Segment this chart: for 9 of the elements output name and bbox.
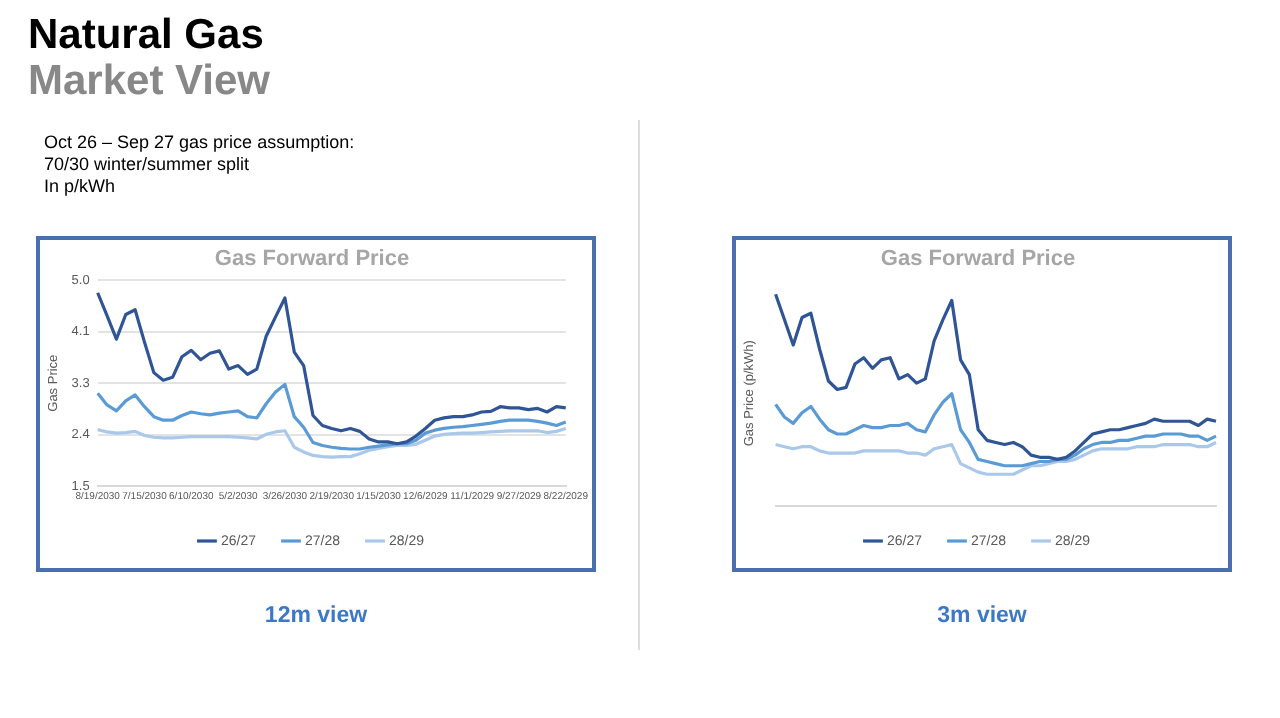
text: In p/kWh xyxy=(44,176,118,198)
text: Oct 26 – Sep 27 gas price assumption: xyxy=(44,132,357,154)
text: Natural Gas xyxy=(28,12,266,58)
text: Market View xyxy=(28,58,273,104)
text: 3m view xyxy=(935,604,1029,628)
text: 70/30 winter/summer split xyxy=(44,154,252,176)
chart-title: Gas Forward Price xyxy=(880,247,1076,272)
chart-title: Gas Forward Price xyxy=(214,247,410,272)
text: 12m view xyxy=(262,604,370,628)
